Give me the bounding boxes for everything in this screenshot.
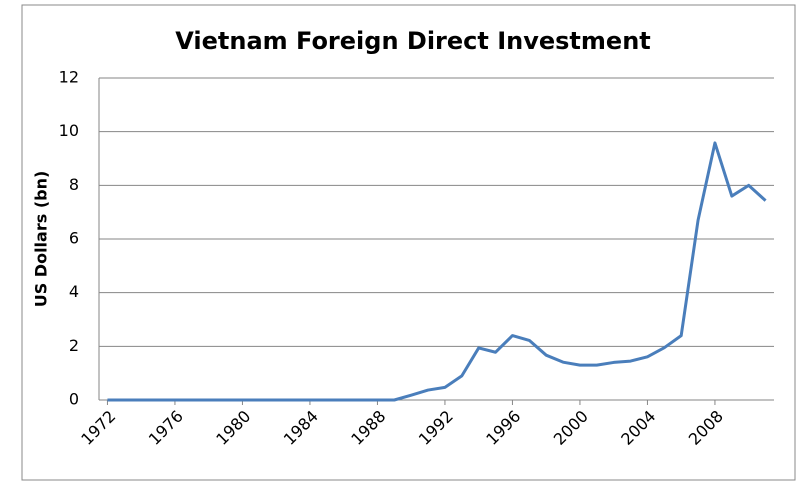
- chart-title: Vietnam Foreign Direct Investment: [175, 27, 651, 55]
- y-tick-label: 2: [69, 336, 79, 355]
- y-tick-label: 4: [69, 282, 79, 301]
- y-tick-label: 6: [69, 229, 79, 248]
- y-tick-label: 12: [59, 68, 79, 87]
- data-line: [107, 141, 767, 402]
- y-tick-label: 8: [69, 175, 79, 194]
- y-tick-label: 0: [69, 390, 79, 409]
- chart-frame: [21, 4, 796, 481]
- y-axis-label: US Dollars (bn): [32, 171, 51, 308]
- y-tick-label: 10: [59, 121, 79, 140]
